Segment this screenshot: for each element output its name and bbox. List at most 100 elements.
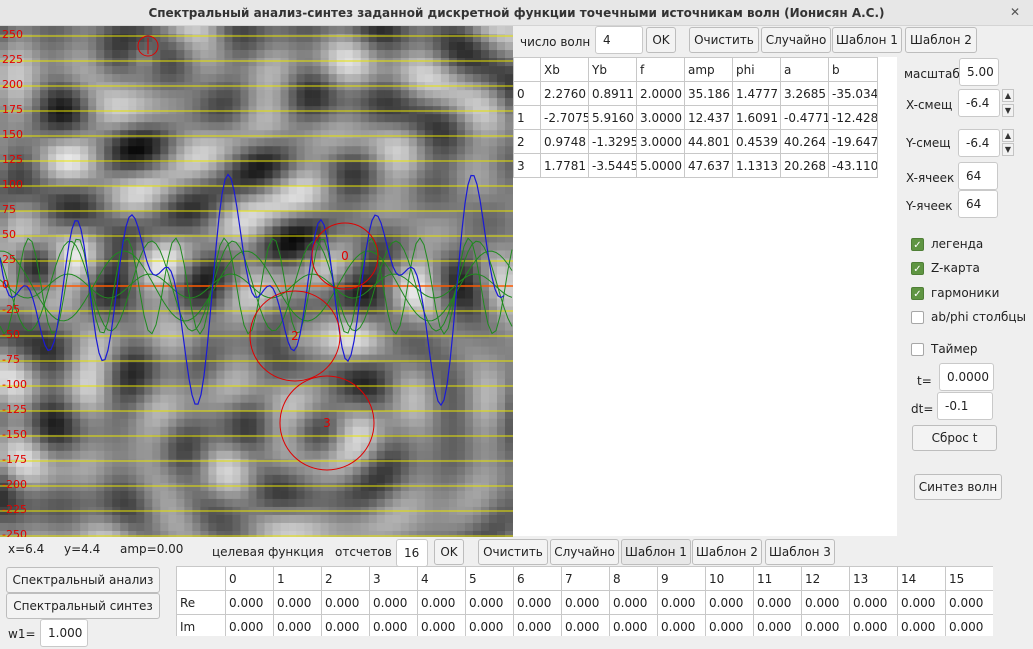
samples-table-cell[interactable]: 0.000	[705, 590, 754, 615]
waves-table-cell[interactable]: 0	[513, 81, 541, 106]
waves-table-cell[interactable]: 1.7781	[540, 153, 589, 178]
spectral-synthesis-button[interactable]: Спектральный синтез	[6, 593, 160, 619]
samples-table[interactable]: 0 1 2 3 4 5 6 7 8 9 10 11 12 13 14 15 Re 0.000 0.000 0.000 0…	[176, 566, 993, 636]
waves-table-cell[interactable]: 20.268	[780, 153, 829, 178]
waves-table-header-cell[interactable]: f	[636, 57, 685, 82]
samples-table-header-cell[interactable]: 15	[945, 566, 993, 591]
reset-t-button[interactable]: Сброс t	[912, 425, 997, 451]
samples-table-cell[interactable]: 0.000	[801, 614, 850, 636]
waves-ok-button[interactable]: OK	[646, 27, 676, 53]
samples-table-cell[interactable]: 0.000	[897, 614, 946, 636]
waves-count-input[interactable]: 4	[595, 26, 643, 54]
waves-template2-button[interactable]: Шаблон 2	[905, 27, 977, 53]
random-target-button[interactable]: Случайно	[550, 539, 619, 565]
samples-table-cell[interactable]: 0.000	[705, 614, 754, 636]
samples-table-header-cell[interactable]	[176, 566, 226, 591]
samples-table-cell[interactable]: 0.000	[273, 590, 322, 615]
waves-table-header-cell[interactable]: b	[828, 57, 878, 82]
abphi-checkbox[interactable]	[911, 311, 924, 324]
waves-table[interactable]: Xb Yb f amp phi a b 0 2.2760 0.8911 2.0000 35.186 1.…	[513, 57, 878, 178]
samples-table-header-cell[interactable]: 0	[225, 566, 274, 591]
waves-table-cell[interactable]: 2	[513, 129, 541, 154]
xcells-input[interactable]: 64	[958, 162, 998, 190]
waves-template1-button[interactable]: Шаблон 1	[832, 27, 902, 53]
samples-table-cell[interactable]: 0.000	[561, 614, 610, 636]
waves-table-cell[interactable]: 1.6091	[732, 105, 781, 130]
waves-table-cell[interactable]: 1.1313	[732, 153, 781, 178]
xshift-input[interactable]: -6.4	[958, 89, 1000, 117]
waves-table-cell[interactable]: 3.0000	[636, 105, 685, 130]
samples-table-cell[interactable]: 0.000	[849, 614, 898, 636]
clear-target-button[interactable]: Очистить	[478, 539, 548, 565]
yshift-down-icon[interactable]: ▼	[1002, 143, 1014, 156]
samples-table-cell[interactable]: 0.000	[321, 614, 370, 636]
waves-table-cell[interactable]: -3.5445	[588, 153, 637, 178]
samples-table-header-cell[interactable]: 2	[321, 566, 370, 591]
samples-table-cell[interactable]: 0.000	[753, 590, 802, 615]
xshift-down-icon[interactable]: ▼	[1002, 104, 1014, 117]
clear-waves-button[interactable]: Очистить	[689, 27, 759, 53]
scale-input[interactable]: 5.00	[959, 58, 999, 86]
waves-table-cell[interactable]: 5.0000	[636, 153, 685, 178]
samples-table-header-cell[interactable]: 9	[657, 566, 706, 591]
waves-table-header-cell[interactable]: Xb	[540, 57, 589, 82]
samples-table-cell[interactable]: 0.000	[513, 590, 562, 615]
samples-table-cell[interactable]: 0.000	[897, 590, 946, 615]
samples-table-cell[interactable]: 0.000	[801, 590, 850, 615]
samples-table-cell[interactable]: 0.000	[609, 590, 658, 615]
samples-table-cell[interactable]: 0.000	[609, 614, 658, 636]
waves-table-cell[interactable]: 5.9160	[588, 105, 637, 130]
samples-table-header-cell[interactable]: 5	[465, 566, 514, 591]
waves-table-header-cell[interactable]: a	[780, 57, 829, 82]
waves-table-cell[interactable]: -19.647	[828, 129, 878, 154]
samples-table-header-cell[interactable]: 12	[801, 566, 850, 591]
timer-checkbox[interactable]	[911, 343, 924, 356]
samples-table-cell[interactable]: 0.000	[465, 614, 514, 636]
samples-table-cell[interactable]: 0.000	[273, 614, 322, 636]
waves-table-cell[interactable]: -43.110	[828, 153, 878, 178]
samples-table-cell[interactable]: 0.000	[513, 614, 562, 636]
waves-table-cell[interactable]: 0.9748	[540, 129, 589, 154]
w1-input[interactable]: 1.000	[40, 619, 88, 647]
yshift-input[interactable]: -6.4	[958, 129, 1000, 157]
waves-table-cell[interactable]: 44.801	[684, 129, 733, 154]
samples-table-cell[interactable]: 0.000	[753, 614, 802, 636]
waves-table-cell[interactable]: -1.3295	[588, 129, 637, 154]
harmonics-checkbox[interactable]: ✓	[911, 287, 924, 300]
waves-table-cell[interactable]: 40.264	[780, 129, 829, 154]
xshift-up-icon[interactable]: ▲	[1002, 89, 1014, 102]
samples-table-header-cell[interactable]: 8	[609, 566, 658, 591]
samples-table-header-cell[interactable]: 4	[417, 566, 466, 591]
samples-table-cell[interactable]: 0.000	[657, 614, 706, 636]
waves-table-cell[interactable]: 2.2760	[540, 81, 589, 106]
waves-table-cell[interactable]: 35.186	[684, 81, 733, 106]
samples-table-cell[interactable]: 0.000	[945, 590, 993, 615]
waves-table-cell[interactable]: 47.637	[684, 153, 733, 178]
close-icon[interactable]: ✕	[1009, 5, 1021, 19]
samples-table-cell[interactable]: 0.000	[465, 590, 514, 615]
samples-table-cell[interactable]: 0.000	[225, 614, 274, 636]
samples-table-cell[interactable]: 0.000	[369, 590, 418, 615]
zmap-checkbox[interactable]: ✓	[911, 262, 924, 275]
samples-table-cell[interactable]: Im	[176, 614, 226, 636]
target-template2-button[interactable]: Шаблон 2	[692, 539, 762, 565]
samples-table-cell[interactable]: 0.000	[561, 590, 610, 615]
target-template3-button[interactable]: Шаблон 3	[765, 539, 835, 565]
waves-table-cell[interactable]: 1.4777	[732, 81, 781, 106]
synth-waves-button[interactable]: Синтез волн	[914, 474, 1002, 500]
waves-table-cell[interactable]: 3.0000	[636, 129, 685, 154]
waves-table-header-cell[interactable]: phi	[732, 57, 781, 82]
waves-table-cell[interactable]: 0.8911	[588, 81, 637, 106]
samples-table-cell[interactable]: 0.000	[417, 590, 466, 615]
samples-table-header-cell[interactable]: 11	[753, 566, 802, 591]
target-template1-button[interactable]: Шаблон 1	[621, 539, 691, 565]
waves-table-cell[interactable]: -0.4771	[780, 105, 829, 130]
samples-table-header-cell[interactable]: 13	[849, 566, 898, 591]
samples-table-header-cell[interactable]: 1	[273, 566, 322, 591]
ycells-input[interactable]: 64	[958, 190, 998, 218]
samples-ok-button[interactable]: OK	[434, 539, 464, 565]
yshift-up-icon[interactable]: ▲	[1002, 129, 1014, 142]
samples-table-cell[interactable]: 0.000	[849, 590, 898, 615]
samples-table-cell[interactable]: 0.000	[225, 590, 274, 615]
